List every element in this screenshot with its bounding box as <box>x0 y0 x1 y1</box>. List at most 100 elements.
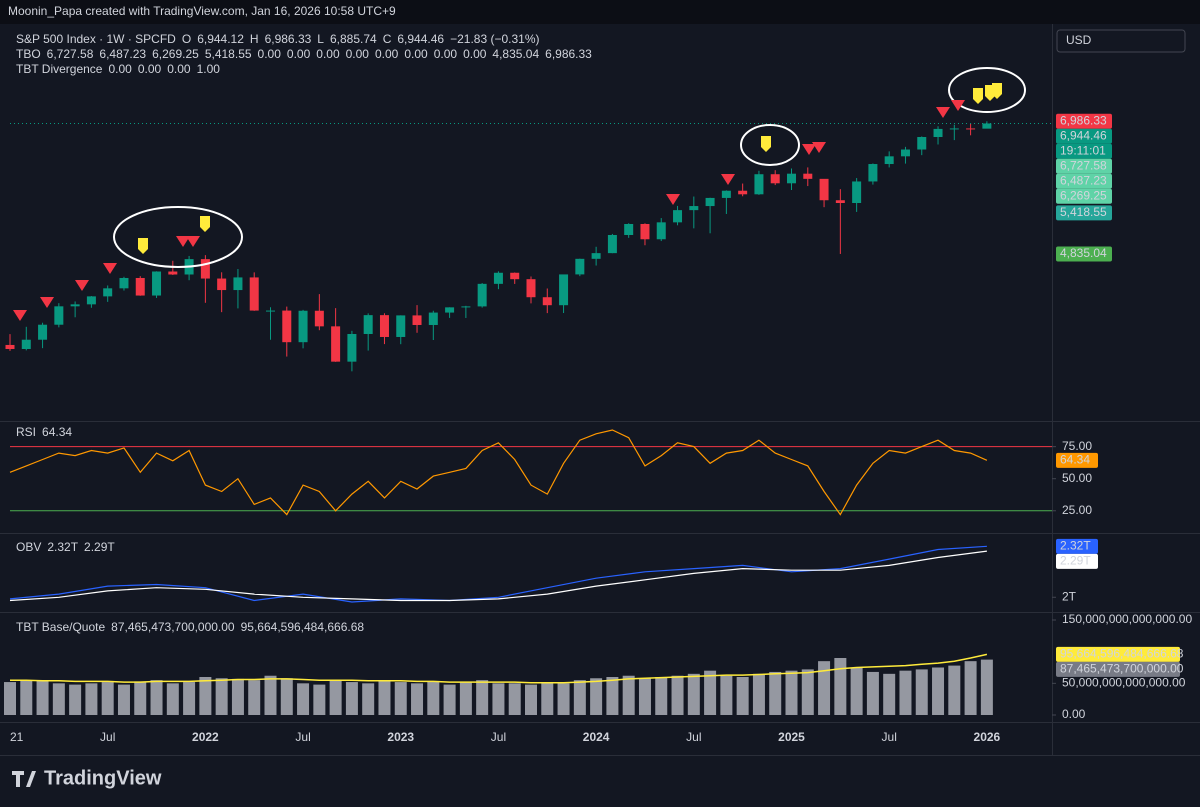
bar <box>394 682 407 715</box>
bar <box>850 667 863 715</box>
line-series <box>9 550 987 602</box>
bar <box>541 682 554 715</box>
pane-title: OBV <box>16 540 41 554</box>
bar <box>492 683 505 715</box>
annotation-ellipse <box>113 206 243 268</box>
bar <box>36 680 49 715</box>
candle-body <box>70 304 80 307</box>
axis-label: 6,727.58 <box>1060 158 1107 172</box>
bar <box>557 683 570 715</box>
bar <box>215 678 228 715</box>
candle-body <box>949 128 959 130</box>
x-tick-label: Jul <box>686 730 701 744</box>
candle-body <box>966 128 976 130</box>
bar <box>329 680 342 715</box>
bar <box>20 680 33 715</box>
bar <box>134 681 147 715</box>
bar <box>378 680 391 715</box>
candle-body <box>982 123 992 129</box>
axis-label-box <box>1056 128 1112 144</box>
candle-body <box>542 297 552 306</box>
ohlc-value: 6,885.74 <box>330 32 377 46</box>
bar <box>866 671 879 715</box>
indicator-value: 0.00 <box>375 47 399 61</box>
indicator-name: TBO <box>16 47 41 61</box>
candle-body <box>803 173 813 179</box>
bar <box>818 661 831 715</box>
y-tick-label: 0.00 <box>1062 707 1086 721</box>
candle-body <box>396 315 406 337</box>
indicator-value: 4,835.04 <box>492 47 539 61</box>
logo: TradingView <box>12 767 162 789</box>
axis-label-box <box>1056 173 1112 189</box>
triangle <box>936 107 950 118</box>
indicator-value: 6,727.58 <box>47 47 94 61</box>
annotation-ellipse <box>740 124 800 166</box>
bar <box>525 684 537 715</box>
axis-label: 2.32T <box>1060 539 1091 553</box>
currency[interactable]: USD <box>1066 33 1092 47</box>
indicator-value: 0.00 <box>316 47 340 61</box>
candle-body <box>200 259 210 279</box>
flag <box>992 83 1002 99</box>
bar <box>883 673 896 715</box>
y-tick-label: 25.00 <box>1062 503 1092 517</box>
candle-body <box>54 306 64 325</box>
candle-body <box>38 324 48 340</box>
indicator-value: 0.00 <box>463 47 487 61</box>
bar <box>427 681 440 715</box>
symbol-title: S&P 500 Index · 1W · SPCFD <box>16 32 176 46</box>
bar <box>655 677 668 715</box>
candle-body <box>282 310 292 343</box>
bar <box>52 683 65 715</box>
bar <box>101 682 114 715</box>
legend-value: 2.29T <box>84 540 115 554</box>
candle-body <box>819 178 829 201</box>
bar <box>752 673 765 715</box>
bar <box>638 678 651 715</box>
indicator-value: 0.00 <box>346 47 370 61</box>
axis-label-box <box>1056 158 1112 174</box>
ohlc-key: L <box>317 32 324 46</box>
candle-body <box>331 326 341 362</box>
line-series <box>9 429 988 516</box>
axis-label-box <box>1056 452 1098 468</box>
bar <box>687 673 700 715</box>
bar <box>720 675 733 715</box>
candle-body <box>835 200 845 204</box>
axis-label: 4,835.04 <box>1060 246 1107 260</box>
logo-icon <box>12 771 36 787</box>
x-tick-label: 2026 <box>974 730 1001 744</box>
bar <box>280 678 293 715</box>
x-tick-label: Jul <box>882 730 897 744</box>
annotations <box>13 67 1026 321</box>
axis-label: 64.34 <box>1060 452 1090 466</box>
top-bar <box>0 0 1200 24</box>
ohlc-key: O <box>182 32 191 46</box>
candle-body <box>21 339 31 350</box>
legend-value: 87,465,473,700,000.00 <box>111 620 235 634</box>
bar <box>801 669 814 715</box>
bar <box>166 683 179 715</box>
candle-body <box>607 234 617 254</box>
currency-box[interactable] <box>1056 29 1186 53</box>
pane-title: RSI <box>16 425 36 439</box>
bar <box>264 675 277 715</box>
ohlc-key: H <box>250 32 259 46</box>
candle-body <box>412 315 422 325</box>
bar <box>345 682 358 715</box>
axis-label: 95,664,596,484,666.68 <box>1060 647 1184 661</box>
x-tick-label: 21 <box>10 730 24 744</box>
bar <box>248 680 261 715</box>
bar <box>590 678 603 715</box>
y-tick-label: 75.00 <box>1062 439 1092 453</box>
triangle <box>176 236 190 247</box>
x-tick-label: 2025 <box>778 730 805 744</box>
candle-body <box>900 149 910 157</box>
bar <box>69 684 82 715</box>
bar <box>150 680 163 715</box>
indicator-value: 0.00 <box>404 47 428 61</box>
annotation-ellipse <box>948 67 1026 113</box>
